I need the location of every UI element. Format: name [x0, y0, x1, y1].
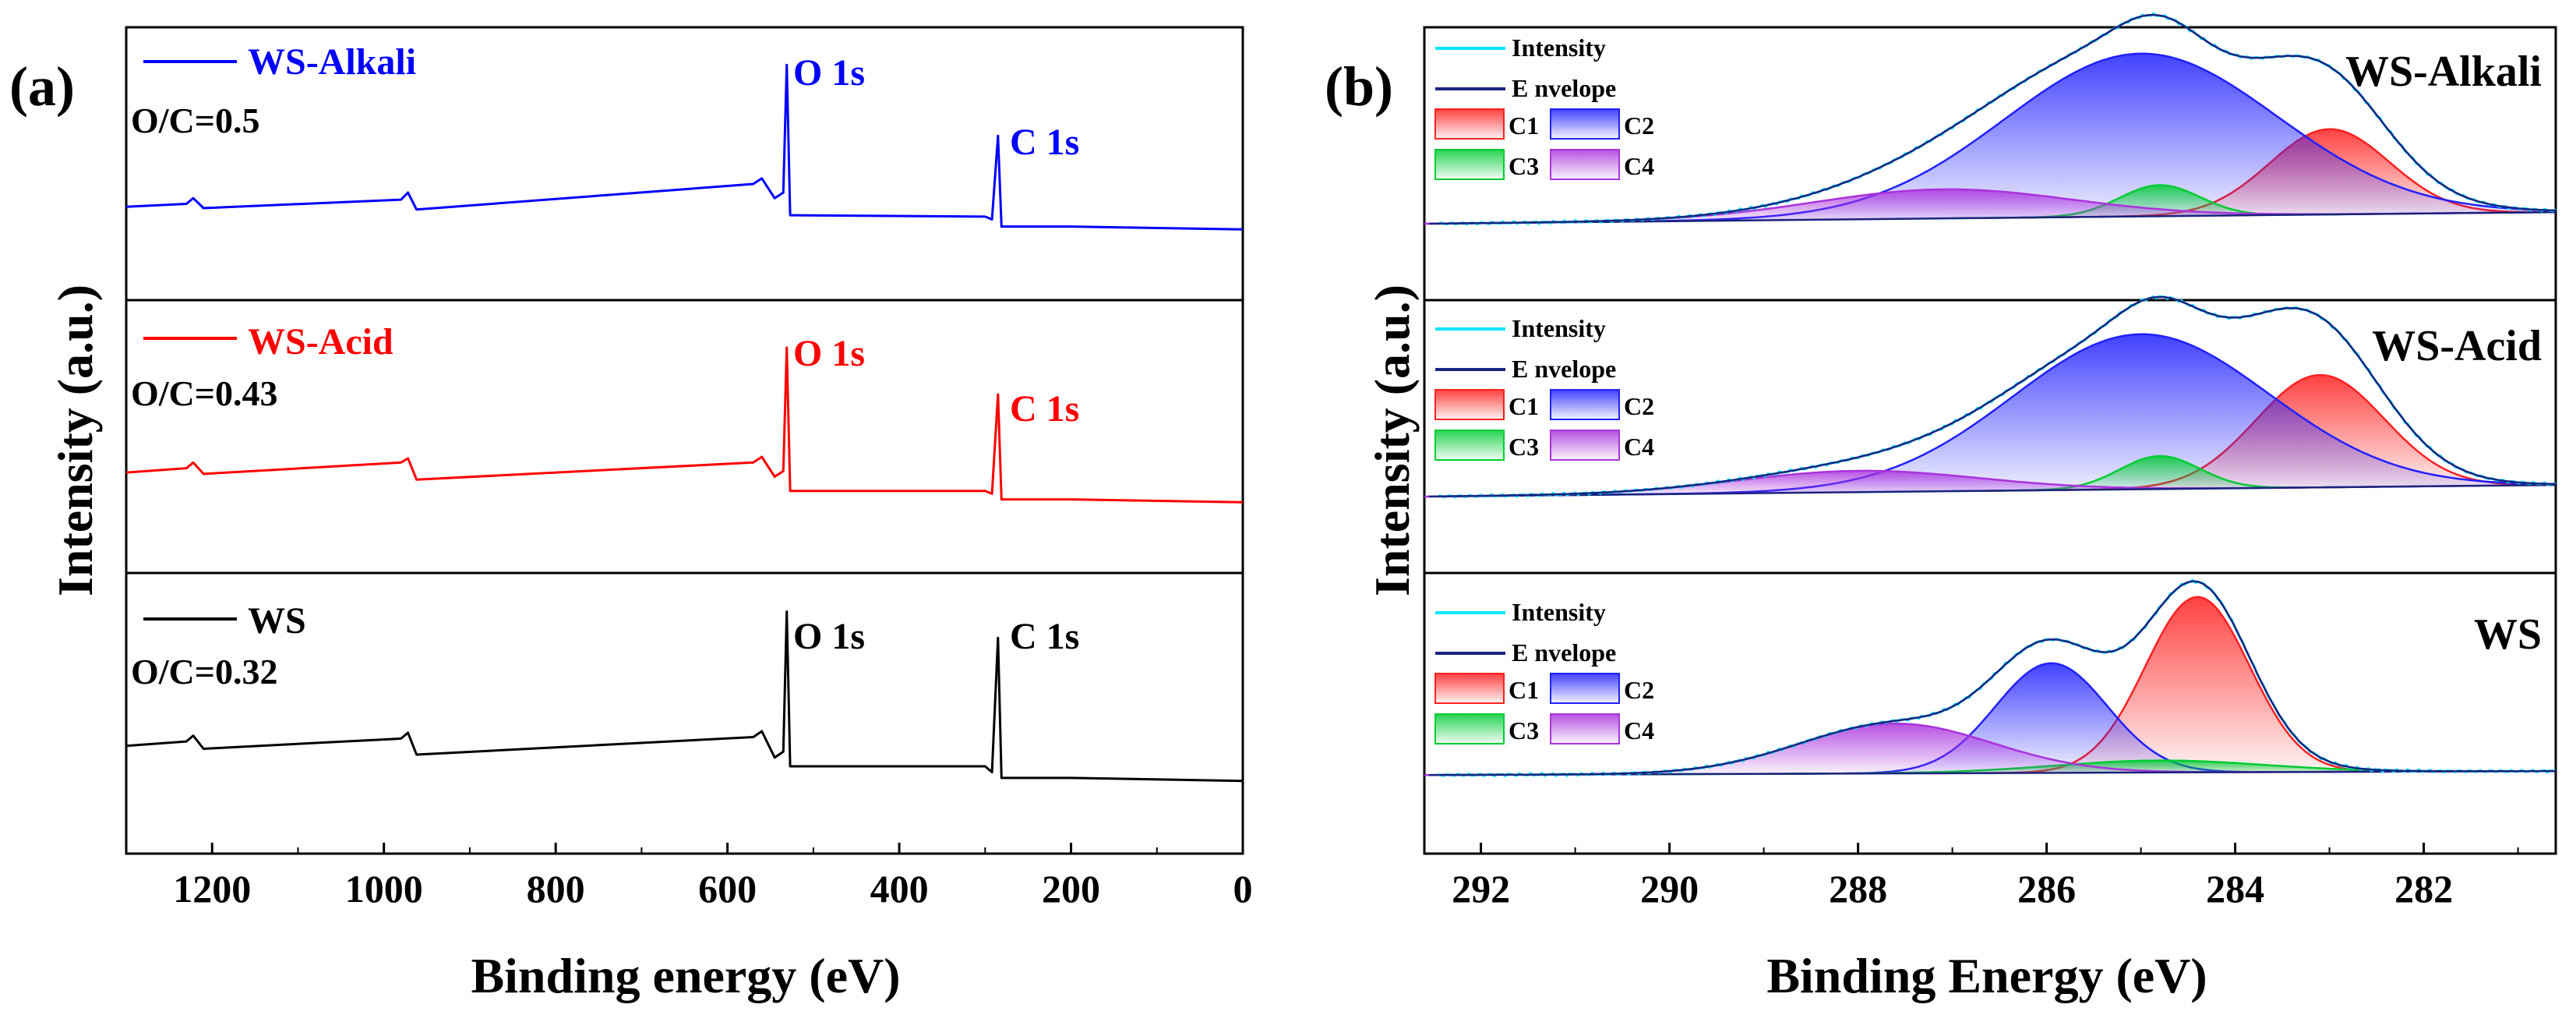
panel-b-subplot-ws-acid: WS-Acid Intensity E nvelope C1 C2 C3 C4: [1423, 295, 2557, 575]
legend-swatch-c1: [1434, 108, 1505, 140]
legend-swatch-c4: [1550, 713, 1620, 744]
peak-fill-c4: [1424, 470, 2481, 497]
peak-fill-c2: [1761, 663, 2342, 774]
legend-swatch-c3: [1434, 713, 1505, 744]
panel-b-frame-ws: [1423, 571, 2557, 855]
panel-b-x-tick-label: 282: [2394, 867, 2453, 911]
legend-label-envelope: E nvelope: [1512, 74, 1616, 102]
panel-b-x-tick-label: 288: [1829, 867, 1887, 911]
legend-label-ws-alkali: WS-Alkali: [248, 41, 416, 83]
legend-label-intensity: Intensity: [1512, 314, 1606, 342]
legend-label-c2: C2: [1624, 111, 1654, 140]
legend-swatch-c2: [1550, 108, 1620, 140]
legend-label-c3: C3: [1509, 716, 1539, 744]
spectrum-line-ws: [125, 610, 1244, 783]
panel-b-subplot-ws: WS Intensity E nvelope C1 C2 C3 C4: [1423, 571, 2557, 855]
peak-fill-c3: [1952, 456, 2367, 491]
panel-b-subplot-ws-alkali: WS-Alkali Intensity E nvelope C1 C2 C3 C4: [1423, 12, 2557, 302]
panel-a-subplot-ws-alkali: WS-Alkali O/C=0.5 O 1s C 1s: [125, 26, 1244, 302]
legend-label-c1: C1: [1509, 111, 1539, 140]
legend-label-c3: C3: [1509, 433, 1539, 461]
panel-b-x-axis-label: Binding Energy (eV): [1766, 948, 2207, 1003]
legend-swatch-c2: [1550, 389, 1620, 420]
legend-swatch-c3: [1434, 149, 1505, 180]
peak-label-o1s-ws-alkali: O 1s: [793, 52, 865, 94]
peak-label-o1s-ws-acid: O 1s: [793, 333, 865, 374]
panel-b-x-tick-label: 292: [1452, 867, 1510, 911]
peak-label-o1s-ws: O 1s: [793, 616, 865, 657]
legend-label-envelope: E nvelope: [1512, 638, 1616, 667]
legend-label-c1: C1: [1509, 676, 1539, 704]
legend-label-c4: C4: [1624, 433, 1654, 461]
panel-a-subplot-ws-acid: WS-Acid O/C=0.43 O 1s C 1s: [125, 299, 1244, 575]
legend-label-envelope: E nvelope: [1512, 355, 1616, 383]
panel-b-x-tick-label: 284: [2206, 867, 2264, 911]
sample-label-ws-acid: WS-Acid: [2372, 322, 2542, 370]
panel-a-frame-ws: [125, 571, 1244, 855]
spectrum-line-ws-alkali: [125, 63, 1244, 231]
ratio-text-ws-alkali: O/C=0.5: [131, 101, 260, 140]
sample-label-ws-alkali: WS-Alkali: [2345, 48, 2542, 96]
panel-a-x-tick-label: 800: [527, 867, 585, 911]
panel-a-y-axis-label: Intensity (a.u.): [48, 285, 103, 596]
sample-label-ws: WS: [2474, 610, 2542, 659]
baseline-line: [1429, 483, 2557, 498]
legend-label-intensity: Intensity: [1512, 34, 1606, 62]
panel-a-label: (a): [9, 55, 75, 118]
legend-label-c3: C3: [1509, 152, 1539, 180]
panel-a-x-tick-label: 400: [870, 867, 929, 911]
peak-fill-c4: [1424, 723, 2394, 776]
legend-label-c2: C2: [1624, 392, 1654, 420]
legend-swatch-c2: [1550, 673, 1620, 704]
envelope-line: [1438, 295, 2557, 498]
ratio-text-ws-acid: O/C=0.43: [131, 373, 278, 413]
panel-b-x-tick-label: 290: [1640, 867, 1699, 911]
panel-a-x-tick-label: 0: [1233, 867, 1253, 911]
legend-label-c1: C1: [1509, 392, 1539, 420]
legend-swatch-c4: [1550, 149, 1620, 180]
legend-label-intensity: Intensity: [1512, 598, 1606, 626]
panel-b-label: (b): [1325, 55, 1393, 118]
panel-b: (b) Intensity (a.u.) Binding Energy (eV)…: [1325, 12, 2557, 1003]
peak-fill-c3: [1952, 185, 2367, 218]
legend-label-ws-acid: WS-Acid: [248, 321, 393, 362]
peak-fill-c2: [1435, 53, 2556, 224]
panel-a-x-tick-label: 1000: [345, 867, 423, 911]
panel-a-x-tick-label: 1200: [173, 867, 251, 911]
panel-a-x-axis-label: Binding energy (eV): [471, 948, 900, 1003]
peak-fill-c4: [1424, 189, 2556, 224]
peak-label-c1s-ws: C 1s: [1010, 616, 1079, 657]
panel-a: (a) Intensity (a.u.) Binding energy (eV)…: [9, 26, 1253, 1003]
peak-label-c1s-ws-alkali: C 1s: [1010, 122, 1079, 163]
legend-swatch-c1: [1434, 673, 1505, 704]
panel-b-x-tick-label: 286: [2017, 867, 2076, 911]
legend-label-ws: WS: [248, 600, 306, 642]
legend-label-c2: C2: [1624, 676, 1654, 704]
envelope-line: [1438, 580, 2556, 776]
peak-label-c1s-ws-acid: C 1s: [1010, 388, 1079, 430]
panel-b-y-axis-label: Intensity (a.u.): [1364, 285, 1420, 596]
panel-a-x-tick-label: 600: [698, 867, 757, 911]
envelope-line: [1438, 13, 2557, 225]
panel-a-subplot-ws: WS O/C=0.32 O 1s C 1s: [125, 571, 1244, 855]
legend-swatch-c1: [1434, 389, 1505, 420]
peak-fill-c1: [1928, 596, 2468, 773]
legend-label-c4: C4: [1624, 152, 1654, 180]
spectrum-line-ws-acid: [125, 346, 1244, 504]
ratio-text-ws: O/C=0.32: [131, 652, 278, 691]
peak-fill-c2: [1477, 334, 2556, 497]
legend-swatch-c3: [1434, 430, 1505, 461]
panel-a-x-tick-label: 200: [1042, 867, 1100, 911]
legend-swatch-c4: [1550, 430, 1620, 461]
legend-label-c4: C4: [1624, 716, 1654, 744]
baseline-line: [1429, 210, 2557, 225]
